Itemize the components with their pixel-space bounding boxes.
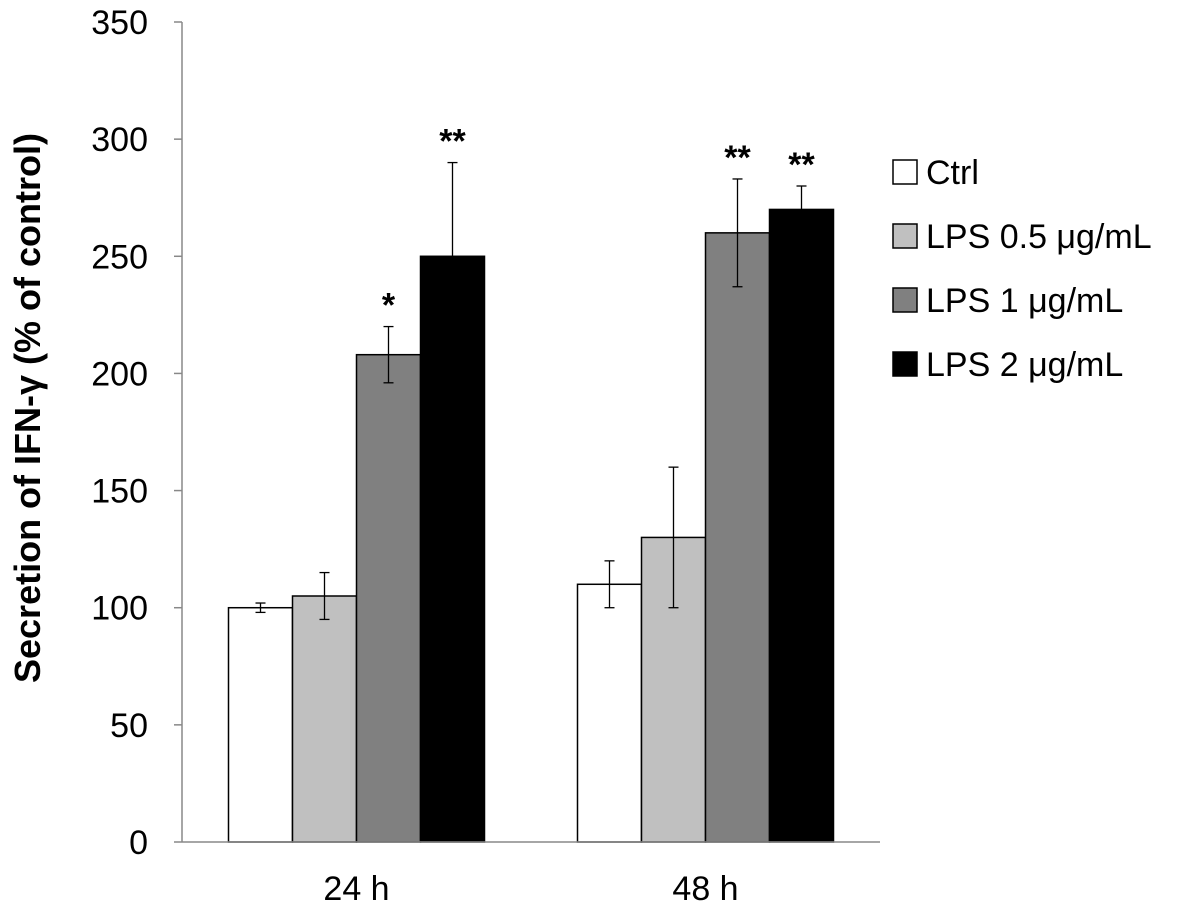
bar [576, 583, 643, 843]
y-axis: 0 50 100 150 200 250 300 350 [91, 4, 183, 862]
significance-marker: ** [439, 123, 466, 161]
legend-swatch [892, 159, 918, 185]
y-tick-label: 250 [91, 238, 148, 276]
bar [419, 255, 486, 843]
error-bars [255, 161, 807, 621]
legend-swatch [892, 287, 918, 313]
x-axis: 24 h 48 h [182, 841, 880, 908]
significance-marker: ** [788, 146, 815, 184]
significance-marker: ** [724, 139, 751, 177]
y-tick-label: 200 [91, 355, 148, 393]
y-tick-label: 50 [110, 707, 148, 745]
legend-label: LPS 2 μg/mL [926, 346, 1123, 384]
bars [227, 208, 835, 843]
y-tick-label: 100 [91, 590, 148, 628]
bar [291, 595, 358, 843]
bar [227, 606, 294, 843]
y-axis-label: Secretion of IFN-γ (% of control) [7, 133, 48, 683]
y-tick-label: 300 [91, 121, 148, 159]
legend-label: Ctrl [926, 154, 979, 192]
x-tick-label: 48 h [672, 870, 738, 908]
significance-marker: * [382, 287, 396, 325]
significance-markers: *** ** ** [382, 123, 816, 325]
legend-swatch [892, 351, 918, 377]
legend-label: LPS 0.5 μg/mL [926, 218, 1152, 256]
legend-swatch [892, 223, 918, 249]
y-tick-label: 350 [91, 4, 148, 42]
x-tick-label: 24 h [323, 870, 389, 908]
bar [768, 208, 835, 843]
bar [355, 353, 422, 843]
legend-label: LPS 1 μg/mL [926, 282, 1123, 320]
legend: Ctrl LPS 0.5 μg/mL LPS 1 μg/mL LPS 2 μg/mL [892, 154, 1152, 384]
y-tick-label: 150 [91, 473, 148, 511]
bar [704, 232, 771, 843]
y-tick-label: 0 [129, 824, 148, 862]
